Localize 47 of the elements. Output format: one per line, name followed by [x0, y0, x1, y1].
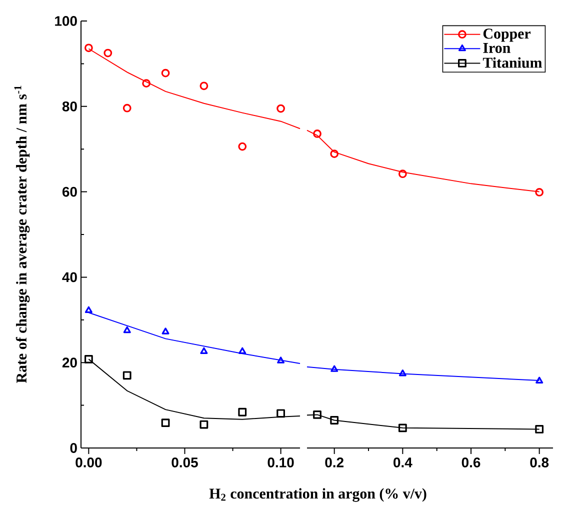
point — [238, 347, 246, 354]
point — [238, 408, 247, 416]
point — [162, 328, 170, 334]
point — [330, 365, 338, 372]
legend-label: Copper — [483, 28, 531, 42]
point — [398, 170, 407, 178]
line-series — [88, 358, 301, 420]
point — [123, 326, 131, 334]
y-tick-label: 0 — [70, 443, 77, 453]
point — [238, 142, 247, 151]
point — [200, 420, 208, 429]
y-tick-label: 80 — [62, 101, 77, 112]
y-tick-label: 20 — [62, 358, 77, 368]
point — [84, 306, 92, 314]
point — [398, 424, 407, 432]
y-tick-label: 60 — [62, 186, 77, 197]
point — [200, 82, 208, 90]
point — [122, 104, 132, 112]
point — [142, 79, 151, 88]
point — [276, 409, 285, 418]
point — [313, 130, 322, 138]
y-axis-title: Rate of change in average crater depth / nm s$^{-1}$ — [14, 86, 30, 383]
x-tick-label: 0.10 — [268, 458, 294, 468]
point — [161, 68, 170, 78]
x-tick-label: 0.2 — [325, 458, 344, 468]
point — [277, 356, 285, 364]
legend-label: Iron — [483, 43, 510, 53]
legend-label: Titanium — [482, 57, 542, 68]
point — [84, 354, 93, 364]
point — [104, 48, 112, 58]
point — [313, 410, 322, 419]
point — [200, 347, 208, 354]
x-tick-label: 0.05 — [172, 458, 198, 468]
x-tick-label: 0.8 — [530, 458, 549, 468]
point — [330, 416, 339, 424]
point — [535, 425, 544, 434]
point — [161, 418, 170, 428]
x-tick-label: 0.6 — [462, 458, 480, 468]
y-tick-label: 100 — [55, 16, 77, 26]
point — [276, 104, 285, 113]
y-tick-label: 40 — [62, 272, 77, 282]
point — [398, 370, 406, 376]
x-tick-label: 0.4 — [394, 458, 412, 468]
point — [122, 371, 132, 380]
x-axis-title: H$_{2}$ concentration in argon (% v/v) — [209, 488, 426, 502]
x-tick-label: 0.00 — [76, 458, 102, 468]
point — [330, 150, 339, 158]
